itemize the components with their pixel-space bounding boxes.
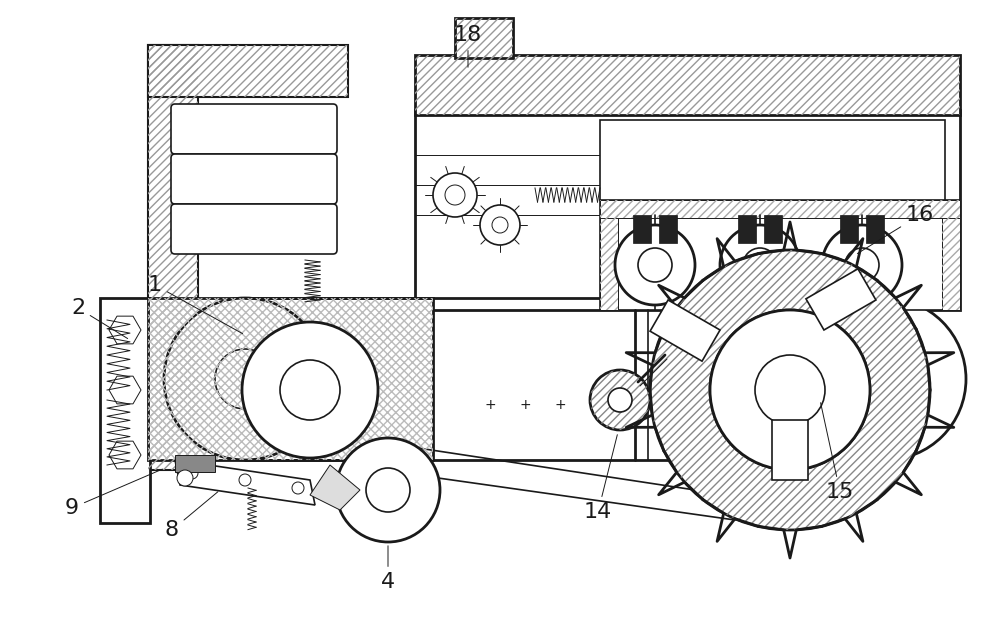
Bar (866, 215, 884, 243)
Polygon shape (175, 460, 315, 505)
Circle shape (822, 225, 902, 305)
Circle shape (590, 370, 650, 430)
Text: +: + (519, 398, 531, 412)
Bar (806, 269, 876, 330)
FancyBboxPatch shape (171, 104, 337, 154)
Circle shape (743, 248, 777, 282)
Bar (415, 55, 960, 115)
Bar (148, 45, 198, 470)
Bar (148, 298, 433, 460)
Circle shape (755, 355, 825, 425)
Circle shape (366, 468, 410, 512)
Polygon shape (175, 455, 215, 472)
Text: 4: 4 (381, 545, 395, 592)
Bar (100, 298, 150, 523)
Bar (600, 200, 960, 218)
Text: +: + (554, 398, 566, 412)
Text: 16: 16 (857, 205, 934, 254)
Circle shape (280, 360, 340, 420)
Bar (942, 200, 960, 310)
Circle shape (239, 474, 251, 486)
Text: 1: 1 (148, 275, 243, 334)
Circle shape (615, 225, 695, 305)
Circle shape (845, 248, 879, 282)
Text: 2: 2 (71, 298, 128, 339)
Bar (148, 45, 348, 97)
Text: 14: 14 (584, 435, 617, 522)
FancyBboxPatch shape (171, 204, 337, 254)
Polygon shape (310, 465, 360, 510)
Circle shape (867, 361, 903, 397)
Circle shape (445, 185, 465, 205)
Bar (659, 215, 677, 243)
Wedge shape (650, 250, 930, 530)
Text: 18: 18 (454, 25, 482, 67)
Bar (633, 215, 651, 243)
Bar (600, 120, 945, 200)
Circle shape (720, 225, 800, 305)
Bar (600, 200, 618, 310)
Bar (650, 300, 720, 361)
Circle shape (164, 298, 326, 460)
Bar (840, 215, 858, 243)
Circle shape (292, 482, 304, 494)
Text: 9: 9 (65, 469, 162, 518)
Bar (415, 110, 960, 310)
Bar (455, 18, 513, 58)
Text: +: + (484, 398, 496, 412)
Circle shape (608, 388, 632, 412)
Bar (148, 298, 433, 460)
Text: 15: 15 (821, 402, 854, 502)
Bar (455, 18, 513, 58)
Bar (415, 55, 960, 115)
Bar (738, 215, 756, 243)
Bar (600, 200, 960, 218)
Bar (942, 200, 960, 310)
Text: 8: 8 (165, 492, 218, 540)
Circle shape (336, 438, 440, 542)
Circle shape (186, 467, 198, 479)
Circle shape (433, 173, 477, 217)
Bar (772, 420, 808, 480)
Circle shape (480, 205, 520, 245)
Bar (148, 45, 198, 470)
Circle shape (215, 349, 275, 409)
Circle shape (242, 322, 378, 458)
Bar (764, 215, 782, 243)
Circle shape (804, 298, 966, 460)
Circle shape (492, 217, 508, 233)
Bar (148, 45, 348, 97)
FancyBboxPatch shape (171, 154, 337, 204)
Bar (600, 200, 618, 310)
Circle shape (638, 248, 672, 282)
Bar (600, 200, 960, 310)
Circle shape (710, 310, 870, 470)
Circle shape (177, 470, 193, 486)
